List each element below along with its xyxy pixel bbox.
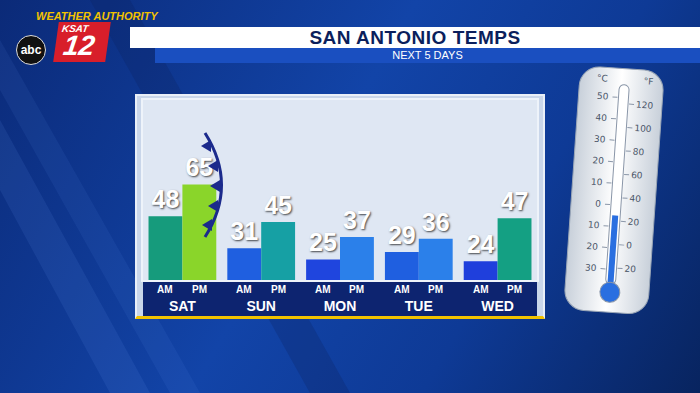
svg-text:40: 40 (629, 193, 641, 204)
svg-text:AM: AM (157, 284, 173, 295)
svg-text:AM: AM (236, 284, 252, 295)
svg-text:°F: °F (643, 76, 653, 87)
svg-text:40: 40 (595, 112, 607, 123)
svg-text:30: 30 (594, 134, 606, 145)
svg-text:120: 120 (636, 100, 654, 111)
svg-text:AM: AM (473, 284, 489, 295)
svg-text:PM: PM (507, 284, 522, 295)
html-text:12: 12 (61, 30, 97, 61)
svg-text:TUE: TUE (405, 298, 433, 314)
svg-text:45: 45 (264, 191, 292, 219)
svg-text:MON: MON (324, 298, 357, 314)
svg-text:30: 30 (585, 262, 597, 273)
svg-text:60: 60 (631, 170, 643, 181)
svg-text:20: 20 (624, 264, 636, 275)
svg-text:24: 24 (467, 230, 495, 258)
svg-text:10: 10 (588, 220, 600, 231)
svg-text:10: 10 (591, 177, 603, 188)
html-text:SAN ANTONIO TEMPS: SAN ANTONIO TEMPS (309, 27, 521, 48)
svg-text:PM: PM (271, 284, 286, 295)
svg-text:0: 0 (595, 199, 602, 209)
svg-text:20: 20 (592, 155, 604, 166)
svg-text:SAT: SAT (169, 298, 196, 314)
svg-text:0: 0 (626, 240, 633, 250)
html-text:abc: abc (20, 43, 42, 57)
svg-text:48: 48 (152, 185, 180, 213)
svg-text:25: 25 (309, 228, 337, 256)
svg-text:29: 29 (388, 221, 416, 249)
svg-text:65: 65 (185, 153, 213, 181)
svg-text:PM: PM (192, 284, 207, 295)
svg-text:50: 50 (597, 91, 609, 102)
svg-text:100: 100 (634, 123, 652, 134)
svg-text:PM: PM (349, 284, 364, 295)
svg-text:AM: AM (394, 284, 410, 295)
svg-text:AM: AM (315, 284, 331, 295)
svg-text:20: 20 (627, 217, 639, 228)
svg-text:°C: °C (597, 73, 608, 84)
html-text:KSAT: KSAT (61, 23, 90, 34)
svg-text:31: 31 (230, 217, 258, 245)
html-text:NEXT 5 DAYS: NEXT 5 DAYS (392, 49, 463, 61)
svg-text:WED: WED (481, 298, 514, 314)
html-text:WEATHER AUTHORITY: WEATHER AUTHORITY (36, 10, 158, 22)
svg-text:36: 36 (422, 208, 450, 236)
svg-text:PM: PM (428, 284, 443, 295)
svg-text:37: 37 (343, 206, 371, 234)
svg-text:80: 80 (632, 147, 644, 158)
svg-text:SUN: SUN (246, 298, 276, 314)
svg-text:47: 47 (501, 187, 529, 215)
svg-text:20: 20 (586, 241, 598, 252)
